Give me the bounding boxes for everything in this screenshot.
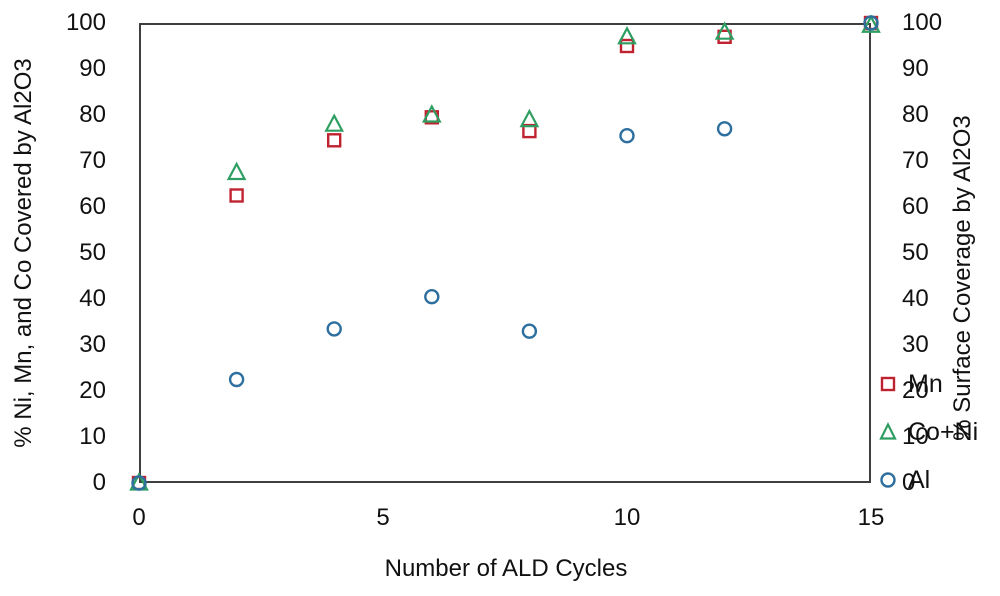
data-point-marker-triangle — [617, 25, 637, 45]
y-tick-label-right: 50 — [902, 239, 929, 266]
data-point-marker-square — [326, 133, 342, 148]
y-tick-label-left: 100 — [65, 9, 106, 36]
data-point-marker-circle — [716, 121, 733, 137]
y-tick-label-left: 10 — [79, 423, 106, 450]
x-tick-label: 10 — [613, 504, 641, 531]
data-point-marker-triangle — [714, 21, 735, 40]
legend-item-mn: Mn — [877, 360, 978, 408]
x-tick-label: 0 — [132, 504, 146, 531]
data-point-marker-triangle — [519, 108, 540, 128]
data-point-marker-square — [229, 188, 244, 203]
x-tick-label: 5 — [376, 504, 390, 531]
square-icon — [880, 376, 896, 392]
y-tick-label-left: 90 — [79, 55, 106, 82]
data-point-marker-triangle — [861, 14, 881, 33]
x-axis-title: Number of ALD Cycles — [384, 555, 628, 582]
circle-icon — [880, 472, 896, 488]
y-tick-label-left: 50 — [79, 239, 106, 266]
y-tick-label-right: 30 — [902, 331, 929, 358]
data-point-marker-circle — [326, 321, 342, 337]
y-tick-label-right: 90 — [902, 55, 929, 82]
y-tick-label-right: 80 — [902, 101, 929, 128]
legend-label: Co+Ni — [908, 417, 979, 446]
data-point-marker-triangle — [324, 113, 345, 132]
y-tick-label-right: 100 — [902, 9, 943, 36]
y-tick-label-right: 60 — [902, 193, 929, 220]
data-point-marker-triangle — [226, 161, 247, 181]
data-point-marker-circle — [424, 289, 440, 305]
plot-area: Mn Co+Ni Al — [129, 14, 978, 494]
y-tick-label-right: 70 — [902, 147, 929, 174]
y-tick-label-right: 20 — [902, 377, 929, 404]
y-tick-label-right: 40 — [902, 285, 929, 312]
data-point-marker-circle — [521, 323, 538, 339]
plot-svg — [129, 14, 881, 491]
legend: Mn Co+Ni Al — [877, 360, 978, 504]
data-point-marker-square — [619, 38, 635, 54]
legend-item-al: Al — [877, 456, 978, 504]
x-tick-label: 15 — [857, 504, 885, 531]
data-point-marker-circle — [131, 475, 147, 491]
data-point-marker-triangle — [421, 104, 442, 123]
data-point-marker-circle — [228, 371, 245, 388]
y-tick-label-right: 0 — [902, 469, 916, 496]
y-tick-label-left: 40 — [79, 285, 106, 312]
y-tick-label-left: 70 — [79, 147, 106, 174]
y-tick-label-left: 80 — [79, 101, 106, 128]
legend-label: Mn — [908, 369, 943, 398]
data-point-marker-circle — [619, 127, 635, 144]
y-tick-label-left: 0 — [92, 469, 106, 496]
triangle-icon — [879, 422, 897, 440]
y-tick-label-right: 10 — [902, 423, 929, 450]
y-tick-label-left: 60 — [79, 193, 106, 220]
y-tick-label-left: 30 — [79, 331, 106, 358]
data-point-marker-circle — [863, 15, 879, 31]
legend-label: Al — [908, 465, 931, 494]
legend-item-co-ni: Co+Ni — [877, 408, 978, 456]
y-tick-label-left: 20 — [79, 377, 106, 404]
